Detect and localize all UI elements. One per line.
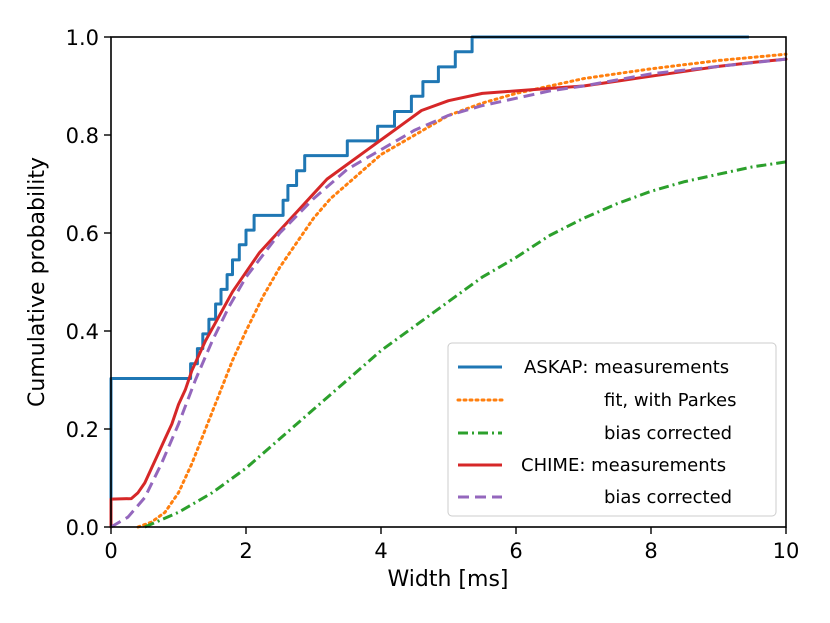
x-tick-label: 8 xyxy=(644,539,657,563)
x-tick-label: 0 xyxy=(104,539,117,563)
legend-text-askap-measurements: measurements xyxy=(594,357,729,378)
legend-prefix-chime: CHIME: xyxy=(521,455,585,476)
legend-label-askap-fit: fit, with Parkes xyxy=(604,390,736,411)
axes-frame xyxy=(110,36,787,528)
legend: ASKAP: measurements fit, with Parkes bia… xyxy=(447,342,777,517)
legend-label-chime-measurements: CHIME: measurements xyxy=(521,455,726,476)
series-line-chime-bias-corrected xyxy=(110,57,787,529)
axis-ticks: 0 2 4 6 8 10 0.0 0.2 0.4 0.6 0.8 1.0 xyxy=(66,26,800,563)
x-axis-title: Width [ms] xyxy=(388,567,509,592)
legend-label-askap-measurements: ASKAP: measurements xyxy=(524,357,729,378)
x-tick-label: 2 xyxy=(239,539,252,563)
y-axis-title: Cumulative probability xyxy=(25,157,50,407)
x-tick-label: 6 xyxy=(509,539,522,563)
legend-label-chime-bias-corrected: bias corrected xyxy=(604,487,732,508)
series-line-askap-fit-with-parkes xyxy=(136,52,788,529)
series-line-askap-measurements xyxy=(109,35,749,527)
y-tick-label: 0.8 xyxy=(66,124,99,148)
legend-prefix-askap: ASKAP: xyxy=(524,357,588,378)
y-tick-label: 0.0 xyxy=(66,516,99,540)
x-tick-label: 4 xyxy=(374,539,387,563)
legend-label-askap-bias-corrected: bias corrected xyxy=(604,423,732,444)
y-tick-label: 0.6 xyxy=(66,222,99,246)
y-tick-label: 0.2 xyxy=(66,418,99,442)
y-tick-label: 0.4 xyxy=(66,320,99,344)
y-tick-label: 1.0 xyxy=(66,26,99,50)
x-tick-label: 10 xyxy=(773,539,800,563)
plot-lines xyxy=(109,35,788,529)
legend-box xyxy=(447,342,777,517)
legend-text-chime-measurements: measurements xyxy=(591,455,726,476)
series-line-askap-bias-corrected xyxy=(144,160,787,529)
